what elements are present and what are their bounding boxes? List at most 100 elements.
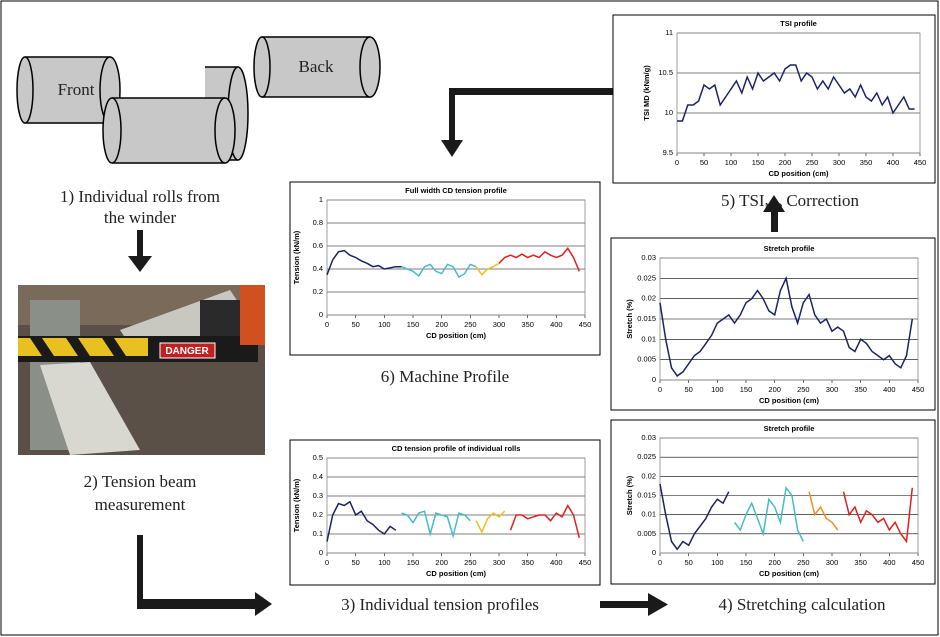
y-tick-label: 0 bbox=[319, 310, 323, 319]
x-tick-label: 350 bbox=[521, 320, 534, 329]
x-tick-label: 250 bbox=[464, 558, 477, 567]
y-axis-label: Stretch (%) bbox=[625, 299, 634, 339]
y-tick-label: 0.03 bbox=[641, 253, 656, 262]
y-tick-label: 0.01 bbox=[641, 334, 656, 343]
y-tick-label: 0.5 bbox=[313, 453, 323, 462]
y-tick-label: 0.015 bbox=[637, 314, 656, 323]
x-axis-label: CD position (cm) bbox=[426, 331, 486, 340]
x-tick-label: 150 bbox=[740, 385, 753, 394]
x-axis-label: CD position (cm) bbox=[426, 569, 486, 578]
chart-title: Stretch profile bbox=[764, 424, 815, 433]
x-tick-label: 300 bbox=[826, 385, 839, 394]
y-tick-label: 0 bbox=[319, 548, 323, 557]
sign-text: DANGER bbox=[165, 346, 209, 357]
y-tick-label: 0.03 bbox=[641, 433, 656, 442]
y-tick-label: 11 bbox=[665, 28, 673, 37]
y-axis-label: TSI MD (kNm/g) bbox=[642, 65, 651, 121]
y-tick-label: 0.025 bbox=[637, 273, 656, 282]
x-tick-label: 400 bbox=[550, 320, 563, 329]
x-tick-label: 0 bbox=[325, 558, 329, 567]
photo: DANGER bbox=[18, 285, 265, 455]
x-tick-label: 100 bbox=[711, 385, 724, 394]
y-tick-label: 0.01 bbox=[641, 510, 656, 519]
caption: 5) TSIMDCorrection bbox=[721, 191, 860, 213]
x-tick-label: 0 bbox=[658, 385, 662, 394]
x-axis-label: CD position (cm) bbox=[759, 396, 819, 405]
x-tick-label: 200 bbox=[768, 558, 781, 567]
x-tick-label: 450 bbox=[912, 385, 925, 394]
x-tick-label: 300 bbox=[833, 158, 846, 167]
y-tick-label: 10 bbox=[665, 108, 673, 117]
x-tick-label: 400 bbox=[883, 385, 896, 394]
x-tick-label: 150 bbox=[407, 320, 420, 329]
caption-part: Correction bbox=[786, 191, 859, 210]
x-tick-label: 350 bbox=[860, 158, 873, 167]
x-tick-label: 50 bbox=[684, 558, 692, 567]
chart-title: CD tension profile of individual rolls bbox=[392, 444, 521, 453]
chart-title: Full width CD tension profile bbox=[405, 186, 507, 195]
x-tick-label: 450 bbox=[912, 558, 925, 567]
y-tick-label: 0.3 bbox=[313, 491, 323, 500]
x-tick-label: 450 bbox=[579, 320, 592, 329]
y-axis-label: Stretch (%) bbox=[625, 475, 634, 515]
x-tick-label: 50 bbox=[700, 158, 708, 167]
x-axis-label: CD position (cm) bbox=[759, 569, 819, 578]
y-tick-label: 0.02 bbox=[641, 471, 656, 480]
x-tick-label: 100 bbox=[378, 558, 391, 567]
x-tick-label: 100 bbox=[711, 558, 724, 567]
x-tick-label: 250 bbox=[797, 385, 810, 394]
caption: 3) Individual tension profiles bbox=[341, 595, 539, 614]
x-tick-label: 100 bbox=[725, 158, 738, 167]
x-tick-label: 200 bbox=[779, 158, 792, 167]
x-tick-label: 300 bbox=[826, 558, 839, 567]
chart-title: TSI profile bbox=[780, 19, 817, 28]
x-tick-label: 50 bbox=[351, 558, 359, 567]
x-tick-label: 300 bbox=[493, 320, 506, 329]
x-tick-label: 0 bbox=[658, 558, 662, 567]
x-tick-label: 250 bbox=[806, 158, 819, 167]
x-tick-label: 450 bbox=[914, 158, 927, 167]
y-axis-label: Tension (kN/m) bbox=[292, 230, 301, 284]
caption-part: 5) TSI bbox=[721, 191, 765, 210]
y-tick-label: 0.015 bbox=[637, 490, 656, 499]
x-tick-label: 450 bbox=[579, 558, 592, 567]
y-axis-label: Tension (kN/m) bbox=[292, 478, 301, 532]
caption: 6) Machine Profile bbox=[381, 367, 509, 386]
x-tick-label: 50 bbox=[351, 320, 359, 329]
x-tick-label: 150 bbox=[752, 158, 765, 167]
x-tick-label: 0 bbox=[675, 158, 679, 167]
y-tick-label: 0.005 bbox=[637, 529, 656, 538]
x-tick-label: 100 bbox=[378, 320, 391, 329]
x-tick-label: 150 bbox=[407, 558, 420, 567]
caption: 2) Tension beam bbox=[84, 472, 197, 491]
y-tick-label: 0.1 bbox=[313, 529, 323, 538]
x-tick-label: 50 bbox=[684, 385, 692, 394]
caption: 1) Individual rolls from bbox=[60, 187, 220, 206]
caption: 4) Stretching calculation bbox=[718, 595, 886, 614]
x-tick-label: 250 bbox=[464, 320, 477, 329]
x-tick-label: 200 bbox=[768, 385, 781, 394]
y-tick-label: 0.02 bbox=[641, 294, 656, 303]
x-tick-label: 400 bbox=[550, 558, 563, 567]
x-tick-label: 350 bbox=[521, 558, 534, 567]
y-tick-label: 0.2 bbox=[313, 287, 323, 296]
y-tick-label: 0.005 bbox=[637, 355, 656, 364]
x-tick-label: 200 bbox=[435, 320, 448, 329]
y-tick-label: 10.5 bbox=[658, 68, 673, 77]
chart-title: Stretch profile bbox=[764, 244, 815, 253]
x-tick-label: 200 bbox=[435, 558, 448, 567]
x-tick-label: 150 bbox=[740, 558, 753, 567]
y-tick-label: 0.6 bbox=[313, 241, 323, 250]
y-tick-label: 0.025 bbox=[637, 452, 656, 461]
x-tick-label: 400 bbox=[887, 158, 900, 167]
y-tick-label: 9.5 bbox=[663, 148, 673, 157]
y-tick-label: 0.2 bbox=[313, 510, 323, 519]
x-tick-label: 250 bbox=[797, 558, 810, 567]
y-tick-label: 0.8 bbox=[313, 218, 323, 227]
x-tick-label: 350 bbox=[854, 558, 867, 567]
roll-label: Front bbox=[58, 80, 95, 99]
caption: measurement bbox=[95, 495, 186, 514]
y-tick-label: 0 bbox=[652, 375, 656, 384]
y-tick-label: 0.4 bbox=[313, 264, 323, 273]
x-tick-label: 400 bbox=[883, 558, 896, 567]
